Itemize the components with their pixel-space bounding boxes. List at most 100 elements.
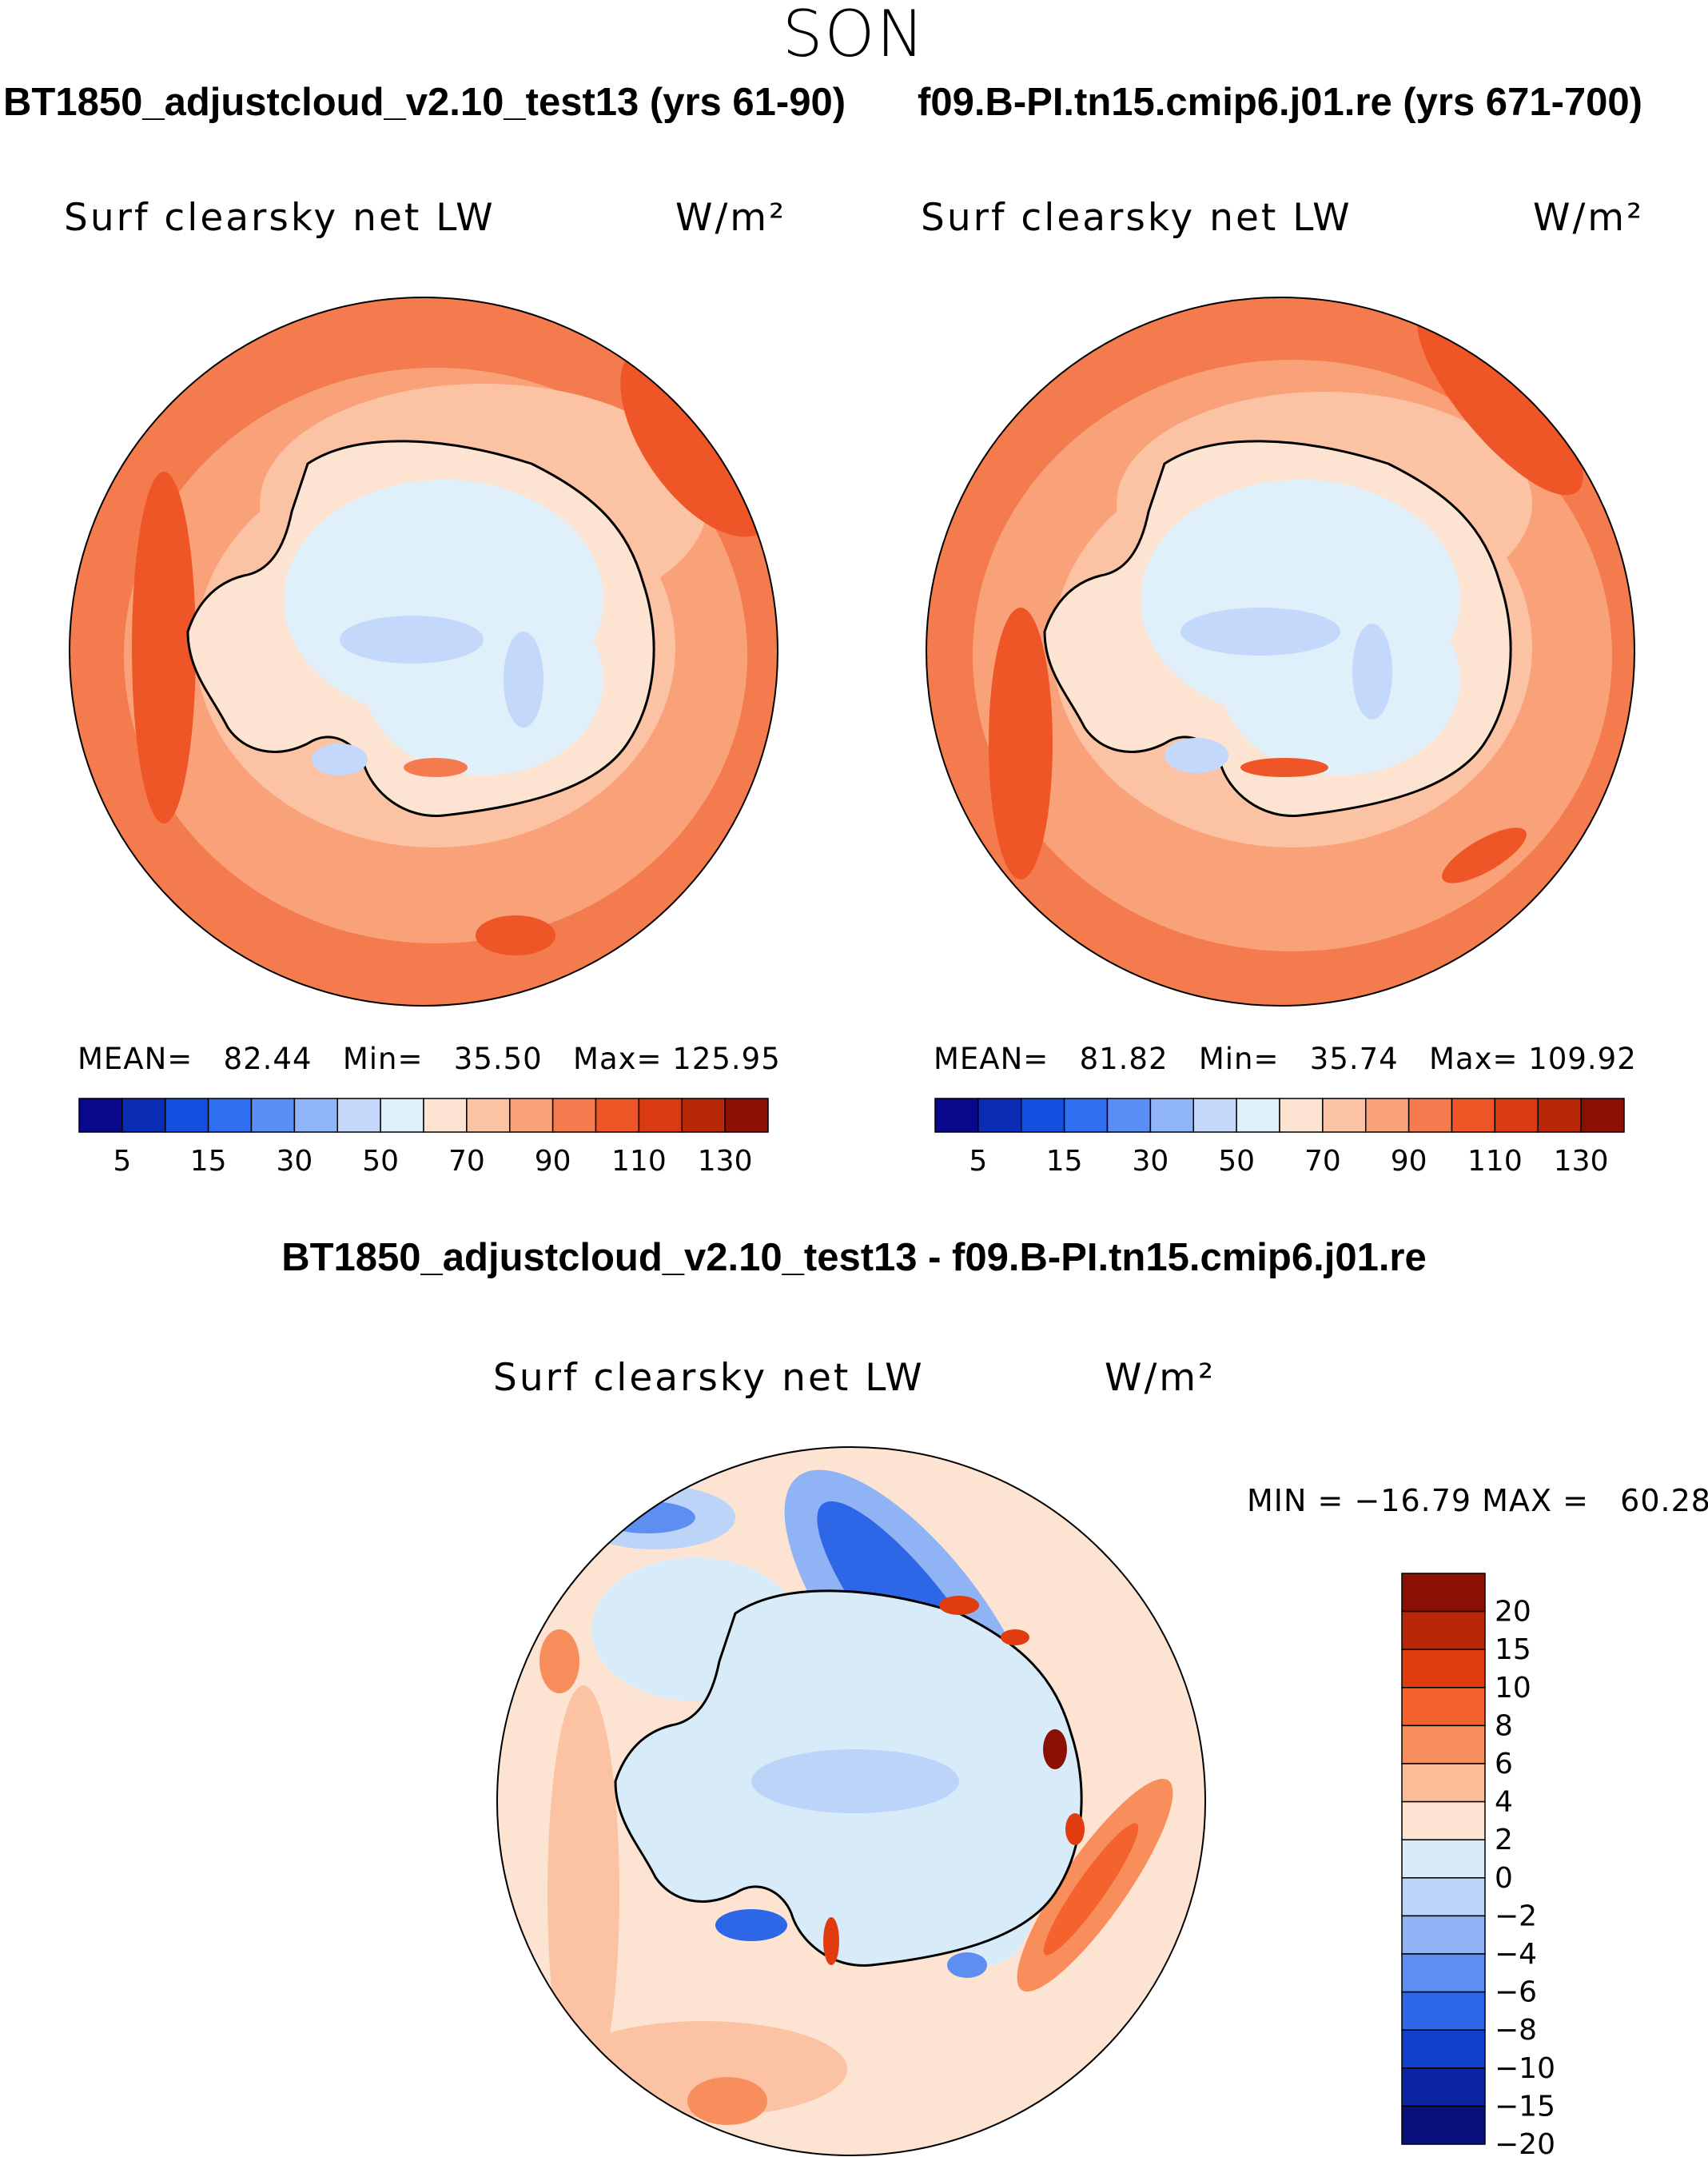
panel-1-colorbar-swatch [638, 1098, 683, 1133]
panel-1-colorbar-tick-label: 5 [113, 1145, 131, 1178]
panel-1-colorbar-swatch [595, 1098, 640, 1133]
panel-1-colorbar-swatch [207, 1098, 253, 1133]
panel-2-colorbar-tick-label: 5 [969, 1145, 987, 1178]
difference-units-label: W/m² [1105, 1356, 1216, 1400]
difference-min-label: MIN = [1247, 1483, 1344, 1518]
difference-colorbar-label: −8 [1495, 2014, 1537, 2047]
panel-2-colorbar-swatch [934, 1098, 979, 1133]
difference-colorbar-swatch [1401, 1839, 1486, 1879]
panel-2-colorbar-swatch [1021, 1098, 1065, 1133]
panel-2-colorbar-swatch [1494, 1098, 1539, 1133]
panel-1-mean-label: MEAN= [78, 1042, 193, 1076]
panel-2-colorbar-tick-label: 130 [1554, 1145, 1609, 1178]
panel-1-colorbar-swatch [165, 1098, 209, 1133]
panel-1-max-label: Max= [573, 1042, 663, 1076]
panel-1-mean-value: 82.44 [223, 1042, 313, 1076]
difference-colorbar-label: −20 [1495, 2128, 1555, 2157]
difference-colorbar-swatch [1401, 1800, 1486, 1840]
panel-2-variable-label: Surf clearsky net LW [921, 196, 1352, 240]
panel-2-colorbar-swatch [1537, 1098, 1582, 1133]
difference-colorbar-label: 20 [1495, 1596, 1531, 1629]
panel-2-colorbar-tick-label: 15 [1046, 1145, 1083, 1178]
panel-2-max-label: Max= [1429, 1042, 1519, 1076]
panel-1-colorbar-swatch [293, 1098, 338, 1133]
panel-1-colorbar-swatch [121, 1098, 166, 1133]
panel-1-units-label: W/m² [675, 196, 786, 240]
difference-colorbar-label: −10 [1495, 2052, 1555, 2085]
difference-colorbar-swatch [1401, 1724, 1486, 1764]
difference-colorbar-swatch [1401, 1915, 1486, 1955]
difference-colorbar-label: 0 [1495, 1862, 1513, 1895]
difference-colorbar-swatch [1401, 1877, 1486, 1917]
panel-2-colorbar-tick-label: 50 [1218, 1145, 1255, 1178]
panel-1-colorbar-tick-label: 50 [362, 1145, 399, 1178]
difference-min-value: −16.79 [1354, 1483, 1472, 1518]
panel-2-min-value: 35.74 [1309, 1042, 1399, 1076]
panel-1-colorbar-tick-label: 90 [535, 1145, 571, 1178]
panel-2-colorbar-swatch [1149, 1098, 1194, 1133]
difference-variable-label: Surf clearsky net LW [493, 1356, 925, 1400]
difference-polar-map [496, 1446, 1206, 2156]
panel-1-stats: MEAN= 82.44 Min= 35.50 Max= 125.95 [78, 1042, 781, 1076]
panel-1-title: BT1850_adjustcloud_v2.10_test13 (yrs 61-… [3, 81, 846, 124]
difference-colorbar-label: 2 [1495, 1824, 1513, 1856]
panel-2-colorbar-tick-label: 110 [1467, 1145, 1523, 1178]
difference-colorbar-label: 15 [1495, 1633, 1531, 1666]
panel-1-max-value: 125.95 [672, 1042, 781, 1076]
panel-1-colorbar: 5 15 30 50 70 90 110 130 [78, 1098, 769, 1178]
panel-1-colorbar-swatch [509, 1098, 554, 1133]
difference-colorbar-label: −15 [1495, 2090, 1555, 2123]
panel-2-polar-map [926, 297, 1635, 1007]
difference-colorbar-label: 8 [1495, 1709, 1513, 1742]
difference-colorbar-swatch [1401, 2105, 1486, 2145]
panel-1-colorbar-tick-label: 110 [611, 1145, 667, 1178]
difference-colorbar-label: 4 [1495, 1786, 1513, 1819]
panel-1-polar-map [69, 297, 778, 1007]
difference-minmax: MIN = −16.79 MAX = 60.28 [1247, 1483, 1708, 1518]
panel-1-colorbar-swatch [78, 1098, 123, 1133]
panel-2-colorbar-swatch [1322, 1098, 1367, 1133]
panel-1-colorbar-swatch [380, 1098, 424, 1133]
panel-2-mean-label: MEAN= [934, 1042, 1049, 1076]
panel-2-stats: MEAN= 81.82 Min= 35.74 Max= 109.92 [934, 1042, 1637, 1076]
difference-colorbar-swatch [1401, 1953, 1486, 1993]
panel-1-colorbar-swatch [466, 1098, 511, 1133]
panel-1-variable-label: Surf clearsky net LW [64, 196, 496, 240]
difference-max-value: 60.28 [1620, 1483, 1708, 1518]
difference-colorbar-swatch [1401, 1573, 1486, 1613]
panel-2-colorbar-swatch [977, 1098, 1022, 1133]
panel-2-min-label: Min= [1198, 1042, 1280, 1076]
difference-colorbar-swatch [1401, 2067, 1486, 2107]
difference-colorbar-label: −4 [1495, 1938, 1537, 1971]
panel-1-min-label: Min= [342, 1042, 424, 1076]
panel-2-colorbar-swatch [1063, 1098, 1109, 1133]
panel-2-colorbar-swatch [1451, 1098, 1496, 1133]
panel-2-colorbar-swatch [1365, 1098, 1410, 1133]
panel-1-colorbar-tick-label: 15 [190, 1145, 227, 1178]
panel-1-colorbar-swatch [724, 1098, 769, 1133]
panel-2-mean-value: 81.82 [1079, 1042, 1169, 1076]
difference-colorbar-label: 6 [1495, 1748, 1513, 1780]
panel-2-colorbar-swatch [1580, 1098, 1625, 1133]
panel-2-colorbar-swatch [1236, 1098, 1280, 1133]
panel-2-colorbar: 5 15 30 50 70 90 110 130 [934, 1098, 1625, 1178]
difference-colorbar-swatch [1401, 1610, 1486, 1650]
panel-1-colorbar-swatch [551, 1098, 597, 1133]
panel-1-colorbar-tick-label: 70 [448, 1145, 485, 1178]
panel-2-colorbar-tick-label: 90 [1391, 1145, 1427, 1178]
panel-1-colorbar-swatch [681, 1098, 726, 1133]
panel-1-colorbar-tick-label: 30 [276, 1145, 313, 1178]
difference-colorbar-label: 10 [1495, 1672, 1531, 1704]
panel-2-title: f09.B-PI.tn15.cmip6.j01.re (yrs 671-700) [918, 81, 1642, 124]
panel-2-colorbar-tick-label: 30 [1132, 1145, 1169, 1178]
panel-2-colorbar-swatch [1106, 1098, 1152, 1133]
difference-colorbar-swatch [1401, 1649, 1486, 1689]
difference-colorbar-label: −6 [1495, 1976, 1537, 2009]
panel-1-colorbar-swatch [336, 1098, 381, 1133]
panel-1-colorbar-swatch [423, 1098, 468, 1133]
panel-2-colorbar-swatch [1407, 1098, 1453, 1133]
difference-colorbar-label: −2 [1495, 1900, 1537, 1932]
panel-1-min-value: 35.50 [453, 1042, 543, 1076]
difference-colorbar-swatch [1401, 1991, 1486, 2031]
